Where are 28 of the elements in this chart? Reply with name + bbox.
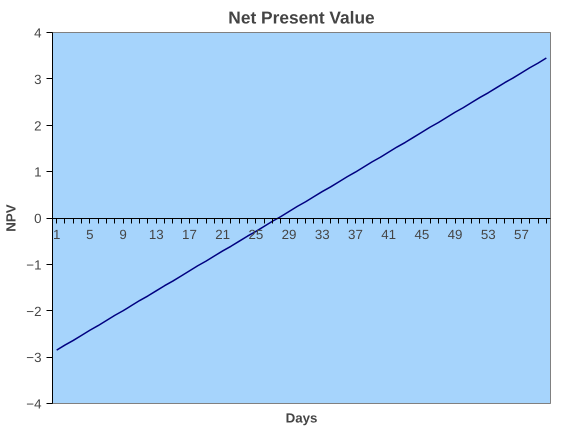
x-tick-label: 1 — [52, 227, 60, 242]
x-tick-label: 49 — [448, 227, 462, 242]
x-tick-label: 25 — [248, 227, 264, 242]
x-tick-label: 37 — [348, 227, 363, 242]
x-tick-label: 41 — [381, 227, 396, 242]
y-tick-label: 3 — [34, 72, 42, 87]
y-tick-label: 2 — [34, 118, 42, 134]
x-tick-label: 33 — [314, 227, 330, 242]
y-tick-label: 1 — [34, 164, 42, 180]
x-tick-label: 53 — [480, 227, 496, 242]
x-tick-label: 57 — [514, 227, 529, 242]
x-tick-label: 45 — [414, 227, 430, 242]
x-axis-title: Days — [286, 410, 318, 426]
y-tick-label: −2 — [26, 304, 42, 319]
x-tick-label: 17 — [182, 227, 197, 242]
x-tick-label: 29 — [282, 227, 296, 242]
y-tick-label: 0 — [34, 211, 42, 226]
y-tick-label: −1 — [26, 257, 42, 272]
y-tick-label: 4 — [34, 26, 42, 40]
x-tick-label: 9 — [119, 227, 127, 242]
x-tick-label: 13 — [148, 227, 164, 242]
line-series — [56, 57, 548, 351]
y-tick-label: −4 — [26, 396, 42, 412]
chart-title: Net Present Value — [228, 8, 376, 28]
y-axis-title: NPV — [3, 204, 18, 232]
x-tick-label: 5 — [86, 227, 94, 242]
x-tick-label: 21 — [215, 227, 230, 242]
y-tick-label: −3 — [26, 350, 42, 366]
